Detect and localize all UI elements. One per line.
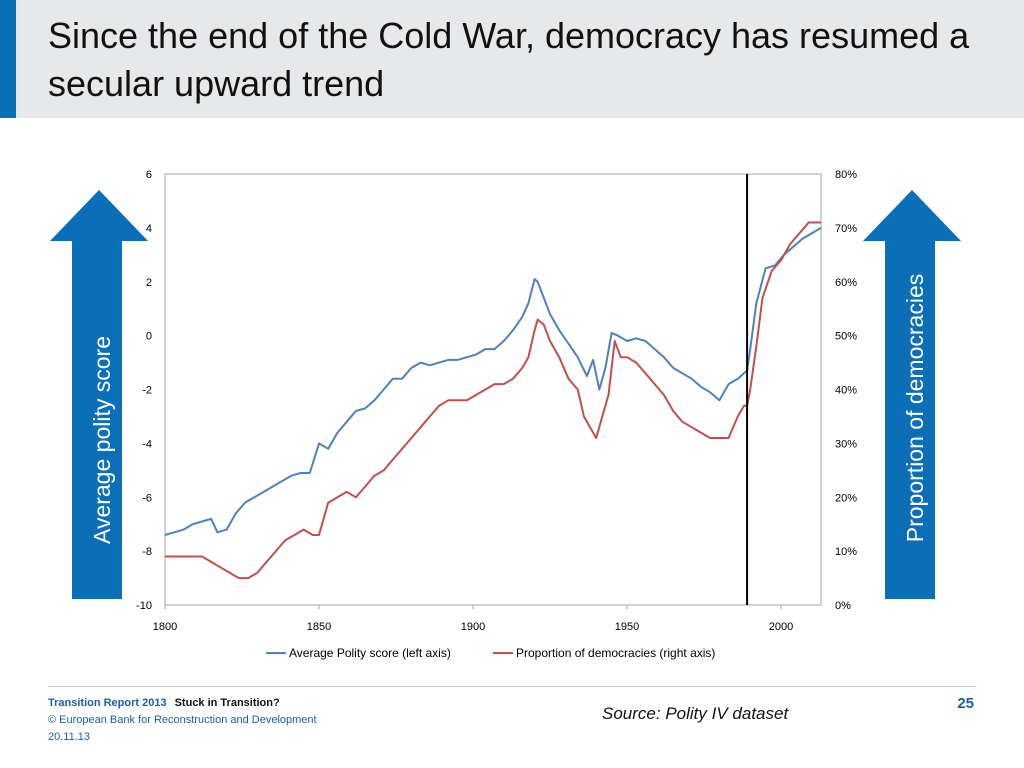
y-left-tick-label: -4 xyxy=(142,438,152,450)
y-left-tick-label: -10 xyxy=(136,600,152,612)
right-arrow-label: Proportion of democracies xyxy=(902,274,928,542)
x-tick-label: 1850 xyxy=(307,621,331,633)
right-axis-ticks: 0% 10% 20% 30% 40% 50% 60% 70% 80% xyxy=(835,169,857,612)
source-note: Source: Polity IV dataset xyxy=(602,704,788,724)
plot-area xyxy=(164,173,822,606)
x-tick-label: 1950 xyxy=(615,621,639,633)
y-left-tick-label: 0 xyxy=(146,331,152,343)
up-arrow-icon: Average polity score xyxy=(50,190,148,599)
source-label: Source: xyxy=(602,704,661,723)
x-tick-label: 2000 xyxy=(769,621,793,633)
header-accent-stripe xyxy=(0,0,16,118)
left-axis-ticks: -10 -8 -6 -4 -2 0 2 4 6 xyxy=(136,169,152,612)
footer-divider xyxy=(48,686,976,687)
y-right-tick-label: 10% xyxy=(835,546,857,558)
x-axis-ticks: 1800 1850 1900 1950 2000 xyxy=(153,605,793,633)
polity-chart: -10 -8 -6 -4 -2 0 2 4 6 0% 10% 20% 30% 40% 50% 60% 70% 8… xyxy=(136,169,857,660)
y-right-tick-label: 0% xyxy=(835,600,851,612)
y-right-tick-label: 80% xyxy=(835,169,857,181)
series-layer xyxy=(164,221,822,580)
y-right-tick-label: 60% xyxy=(835,277,857,289)
x-tick-label: 1800 xyxy=(153,621,177,633)
footer-copyright: © European Bank for Reconstruction and D… xyxy=(48,714,317,726)
y-right-tick-label: 40% xyxy=(835,385,857,397)
y-right-tick-label: 20% xyxy=(835,492,857,504)
y-right-tick-label: 30% xyxy=(835,438,857,450)
legend-label: Average Polity score (left axis) xyxy=(289,646,451,660)
page-number: 25 xyxy=(957,695,974,712)
footer-date: 20.11.13 xyxy=(48,731,91,743)
y-left-tick-label: 2 xyxy=(146,277,152,289)
report-name: Transition Report 2013 xyxy=(48,697,167,709)
chart-legend: Average Polity score (left axis) Proporti… xyxy=(266,646,715,660)
slide-title: Since the end of the Cold War, democracy… xyxy=(48,15,970,104)
y-left-tick-label: -2 xyxy=(142,385,152,397)
y-left-tick-label: 4 xyxy=(146,223,152,235)
left-arrow-label: Average polity score xyxy=(89,336,115,544)
y-left-tick-label: 6 xyxy=(146,169,152,181)
header-bar xyxy=(0,0,1024,118)
report-subtitle: Stuck in Transition? xyxy=(174,697,280,709)
y-left-tick-label: -6 xyxy=(142,492,152,504)
y-right-tick-label: 50% xyxy=(835,331,857,343)
x-tick-label: 1900 xyxy=(461,621,485,633)
source-text: Polity IV dataset xyxy=(665,704,789,723)
up-arrow-icon: Proportion of democracies xyxy=(863,190,961,599)
polity-score-line xyxy=(164,227,822,536)
legend-label: Proportion of democracies (right axis) xyxy=(516,646,715,660)
democracies-proportion-line xyxy=(165,221,821,580)
y-right-tick-label: 70% xyxy=(835,223,857,235)
y-left-tick-label: -8 xyxy=(142,546,152,558)
footer-report: Transition Report 2013 Stuck in Transitio… xyxy=(48,697,280,709)
